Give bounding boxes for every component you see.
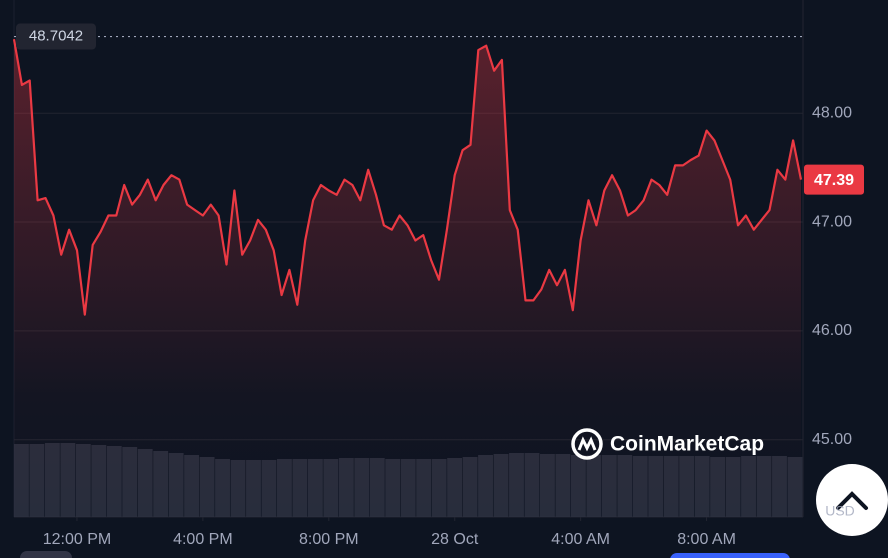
logo — [577, 436, 597, 452]
watermark-text: CoinMarketCap — [610, 433, 764, 456]
chevron-icon — [836, 491, 868, 510]
currency-label: USD — [825, 503, 855, 519]
button[interactable] — [20, 551, 72, 558]
price-label: 47.39 — [814, 172, 854, 189]
watermark: CoinMarketCap — [571, 428, 764, 460]
x-tick-label: 8:00 AM — [677, 531, 736, 548]
high-label-box — [16, 23, 96, 50]
high-label: 48.7042 — [29, 28, 83, 45]
x-tick-label: 12:00 PM — [43, 531, 111, 548]
x-tick-label: 4:00 PM — [173, 531, 233, 548]
x-tick-label: 4:00 AM — [551, 531, 610, 548]
y-tick-label: 45.00 — [812, 431, 852, 448]
x-tick-label: 8:00 PM — [299, 531, 359, 548]
price-label-box — [804, 164, 864, 195]
logo — [571, 428, 603, 460]
price-line — [12, 39, 803, 316]
button[interactable] — [670, 553, 790, 558]
y-tick-label: 48.00 — [812, 104, 852, 121]
plot — [12, 35, 803, 517]
area — [14, 39, 801, 517]
y-tick-label: 46.00 — [812, 322, 852, 339]
x-tick-label: 28 Oct — [431, 531, 479, 548]
scroll-top-button[interactable] — [816, 464, 888, 536]
y-tick-label: 47.00 — [812, 213, 852, 230]
